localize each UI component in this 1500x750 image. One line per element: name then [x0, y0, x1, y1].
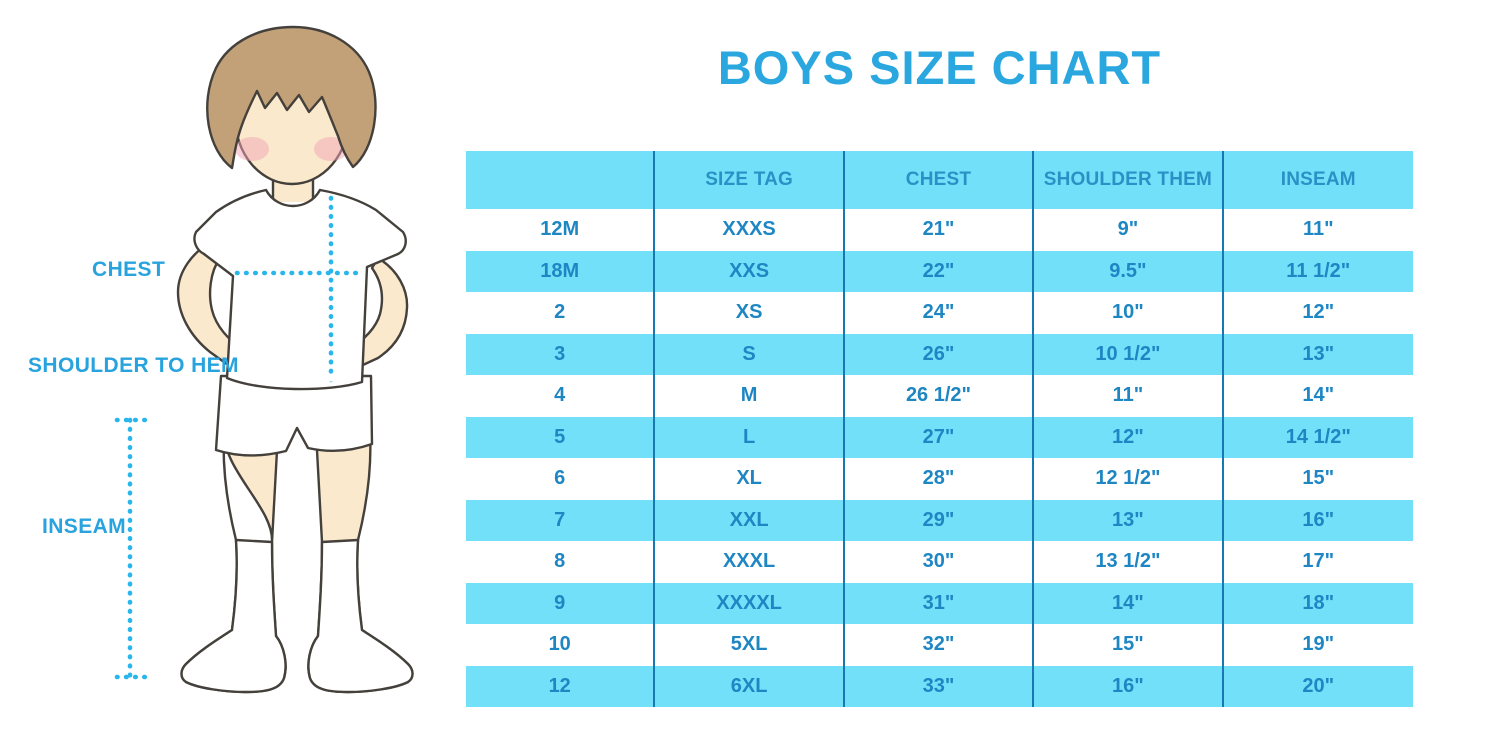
- table-cell: 9.5": [1034, 250, 1224, 292]
- table-header-cell: SIZE TAG: [655, 151, 845, 209]
- table-row: 3 S 26" 10 1/2" 13": [466, 333, 1413, 375]
- table-cell: 2: [466, 292, 656, 334]
- table-cell: 8: [466, 541, 656, 583]
- table-cell: 20": [1302, 674, 1335, 697]
- table-cell: 14": [1034, 582, 1224, 624]
- table-row: 12M XXXS 21" 9" 11": [466, 209, 1413, 251]
- table-cell: 32": [845, 624, 1035, 666]
- table-cell: S: [655, 333, 845, 375]
- table-cell: 14": [1302, 384, 1335, 407]
- table-cell: 15": [1302, 467, 1335, 490]
- table-row: 8 XXXL 30" 13 1/2" 17": [466, 541, 1413, 583]
- size-table: SIZE TAG CHEST SHOULDER THEM INSEAM 12M XXXS…: [466, 151, 1413, 707]
- table-cell: XXS: [655, 250, 845, 292]
- table-cell: XXXXL: [655, 582, 845, 624]
- boy-hair: [206, 25, 377, 170]
- table-cell: 18": [1302, 591, 1335, 614]
- size-table-body: 12M XXXS 21" 9" 11" 18M XXS 22" 9.5" 11 1/2" 2 XS 24…: [466, 209, 1413, 707]
- table-cell: 12 1/2": [1034, 458, 1224, 500]
- chest-label: CHEST: [92, 258, 166, 281]
- table-cell: 33": [845, 665, 1035, 707]
- table-cell: 19": [1302, 633, 1335, 656]
- table-cell: 9": [1034, 209, 1224, 251]
- table-row: 9 XXXXL 31" 14" 18": [466, 582, 1413, 624]
- table-cell: 13": [1302, 342, 1335, 365]
- table-cell: 6XL: [655, 665, 845, 707]
- table-header-cell: INSEAM: [1280, 169, 1356, 190]
- table-cell: 7: [466, 499, 656, 541]
- boy-shirt: [193, 188, 407, 391]
- table-row: 6 XL 28" 12 1/2" 15": [466, 458, 1413, 500]
- table-cell: 16": [1034, 665, 1224, 707]
- table-cell: 14 1/2": [1285, 425, 1351, 448]
- table-row: 2 XS 24" 10" 12": [466, 292, 1413, 334]
- table-cell: 13 1/2": [1034, 541, 1224, 583]
- table-cell: 30": [845, 541, 1035, 583]
- page-title: BOYS SIZE CHART: [717, 41, 1162, 94]
- table-cell: 21": [845, 209, 1035, 251]
- table-row: 12 6XL 33" 16" 20": [466, 665, 1413, 707]
- table-cell: 5XL: [655, 624, 845, 666]
- table-cell: XXXL: [655, 541, 845, 583]
- table-cell: M: [655, 375, 845, 417]
- table-cell: 12": [1034, 416, 1224, 458]
- table-row: 4 M 26 1/2" 11" 14": [466, 375, 1413, 417]
- table-row: 7 XXL 29" 13" 16": [466, 499, 1413, 541]
- table-header-cell: CHEST: [845, 151, 1035, 209]
- table-cell: XXL: [655, 499, 845, 541]
- table-cell: 27": [845, 416, 1035, 458]
- table-cell: 10": [1034, 292, 1224, 334]
- table-cell: 4: [466, 375, 656, 417]
- table-cell: 29": [845, 499, 1035, 541]
- boy-shorts: [214, 374, 374, 457]
- table-header-cell: SHOULDER THEM: [1034, 151, 1224, 209]
- table-cell: 11": [1302, 218, 1334, 241]
- table-cell: 12: [466, 665, 656, 707]
- table-cell: 10 1/2": [1034, 333, 1224, 375]
- table-cell: XL: [655, 458, 845, 500]
- shoulder-to-hem-label: SHOULDER TO HEM: [28, 354, 239, 377]
- table-cell: 17": [1302, 550, 1335, 573]
- boy-cheek-left: [235, 137, 269, 161]
- table-header-cell: [466, 151, 656, 209]
- boy-illustration: [114, 25, 414, 694]
- table-cell: 5: [466, 416, 656, 458]
- table-cell: 15": [1034, 624, 1224, 666]
- table-row: 5 L 27" 12" 14 1/2": [466, 416, 1413, 458]
- table-cell: 28": [845, 458, 1035, 500]
- table-cell: 3: [466, 333, 656, 375]
- table-cell: 13": [1034, 499, 1224, 541]
- table-cell: 11 1/2": [1286, 259, 1351, 282]
- boy-sock-right: [307, 538, 414, 694]
- table-header-row: SIZE TAG CHEST SHOULDER THEM INSEAM: [466, 151, 1413, 209]
- table-cell: XXXS: [655, 209, 845, 251]
- table-cell: L: [655, 416, 845, 458]
- table-cell: 24": [845, 292, 1035, 334]
- table-cell: 11": [1034, 375, 1224, 417]
- inseam-label: INSEAM: [42, 515, 127, 538]
- table-cell: 10: [466, 624, 656, 666]
- table-row: 18M XXS 22" 9.5" 11 1/2": [466, 250, 1413, 292]
- table-cell: XS: [655, 292, 845, 334]
- measurement-figure-area: CHEST SHOULDER TO HEM INSEAM: [0, 0, 460, 750]
- table-cell: 12M: [466, 209, 656, 251]
- table-cell: 9: [466, 582, 656, 624]
- table-cell: 6: [466, 458, 656, 500]
- table-row: 10 5XL 32" 15" 19": [466, 624, 1413, 666]
- table-cell: 26 1/2": [845, 375, 1035, 417]
- table-cell: 22": [845, 250, 1035, 292]
- table-cell: 16": [1302, 508, 1335, 531]
- table-cell: 26": [845, 333, 1035, 375]
- table-cell: 31": [845, 582, 1035, 624]
- boy-sock-left: [180, 538, 287, 694]
- table-cell: 18M: [466, 250, 656, 292]
- table-cell: 12": [1302, 301, 1335, 324]
